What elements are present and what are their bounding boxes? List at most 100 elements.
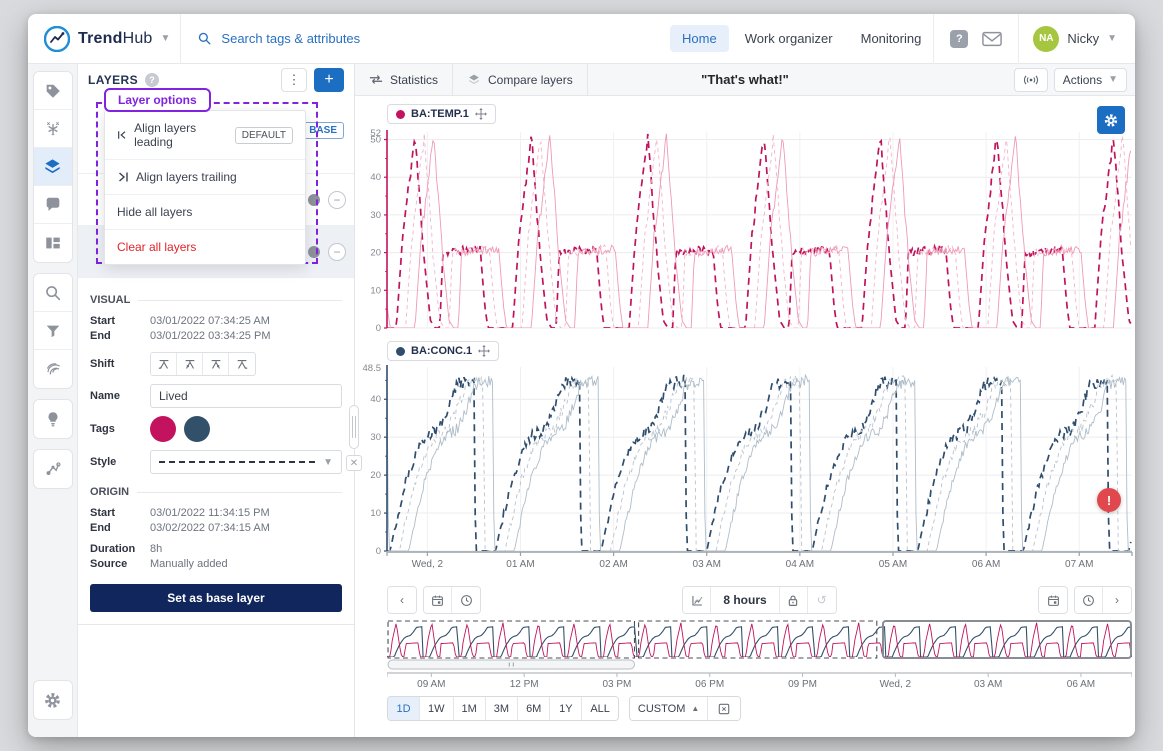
origin-start-value: 03/01/2022 11:34:15 PM	[150, 507, 270, 519]
visual-end-value: 03/01/2022 03:34:25 PM	[150, 330, 271, 342]
svg-text:05 AM: 05 AM	[879, 559, 907, 570]
actions-button[interactable]: Actions ▼	[1053, 67, 1127, 92]
svg-text:03 PM: 03 PM	[602, 679, 631, 688]
live-mode-button[interactable]	[1013, 67, 1048, 92]
range-6m-button[interactable]: 6M	[518, 697, 551, 720]
range-1d-button[interactable]: 1D	[388, 697, 420, 720]
duration-value[interactable]: 8 hours	[711, 587, 780, 613]
layers-icon	[45, 159, 60, 174]
shift-far-left-button[interactable]	[151, 353, 177, 375]
range-1m-button[interactable]: 1M	[453, 697, 486, 720]
svg-text:12 PM: 12 PM	[510, 679, 539, 688]
line-style-select[interactable]: ▼	[150, 450, 342, 474]
svg-text:40: 40	[370, 172, 381, 183]
calendar-icon	[432, 595, 443, 606]
brand-caret-icon[interactable]: ▼	[160, 33, 171, 44]
network-icon	[46, 462, 61, 476]
nav-home[interactable]: Home	[670, 25, 729, 52]
start-time-button[interactable]	[452, 587, 480, 613]
divider	[180, 14, 182, 64]
menu-clear-all-layers[interactable]: Clear all layers	[117, 240, 197, 254]
shift-right-button[interactable]	[203, 353, 229, 375]
layers-menu-button[interactable]: ⋮	[281, 68, 307, 92]
visibility-toggle[interactable]	[308, 245, 320, 258]
rail-search-button[interactable]	[33, 274, 72, 312]
alert-badge[interactable]: !	[1097, 488, 1121, 512]
remove-layer-button[interactable]: −	[328, 190, 346, 209]
duration-chart-button[interactable]	[683, 587, 712, 613]
custom-range-picker-button[interactable]	[708, 697, 741, 720]
menu-align-leading[interactable]: Align layers leading DEFAULT	[105, 111, 305, 160]
end-time-button[interactable]	[1075, 587, 1103, 613]
start-date-button[interactable]	[424, 587, 452, 613]
rail-comments-button[interactable]	[33, 186, 72, 224]
set-as-base-layer-button[interactable]: Set as base layer	[90, 584, 342, 612]
help-icon[interactable]: ?	[950, 29, 969, 48]
svg-text:48.5: 48.5	[363, 363, 382, 374]
gear-icon	[1104, 113, 1118, 127]
brand[interactable]: TrendHub ▼	[28, 25, 180, 52]
conc-chart[interactable]: 0 10 20 30 40 48.5 Wed, 2 01 AM 02 AM 03 AM 04 AM 0…	[355, 363, 1133, 575]
shift-far-right-button[interactable]	[229, 353, 255, 375]
panel-resize-handle[interactable]	[349, 405, 359, 449]
layers-help-icon[interactable]: ?	[144, 73, 159, 87]
style-row: Style ▼	[90, 450, 342, 474]
main-nav: Home Work organizer Monitoring	[670, 25, 933, 52]
visibility-toggle[interactable]	[308, 193, 320, 206]
panel-close-button[interactable]: ✕	[346, 455, 362, 471]
tag-color-crimson[interactable]	[150, 416, 176, 442]
rail-ideas-button[interactable]	[33, 400, 72, 438]
pan-right-button[interactable]: ›	[1103, 587, 1131, 613]
origin-end-value: 03/02/2022 07:34:15 AM	[150, 522, 270, 534]
mail-icon[interactable]	[982, 31, 1003, 47]
rail-settings-button[interactable]	[33, 681, 72, 719]
rail-fingerprint-button[interactable]	[33, 350, 72, 388]
search-icon	[45, 285, 60, 300]
range-1w-button[interactable]: 1W	[420, 697, 454, 720]
shift-left-button[interactable]	[177, 353, 203, 375]
rail-filter-button[interactable]	[33, 312, 72, 350]
dashed-line-preview	[159, 461, 316, 463]
menu-align-trailing[interactable]: Align layers trailing	[105, 160, 305, 195]
svg-text:09 PM: 09 PM	[788, 679, 817, 688]
range-1y-button[interactable]: 1Y	[550, 697, 583, 720]
rail-tag-button[interactable]	[33, 72, 72, 110]
move-handle-icon[interactable]	[478, 345, 491, 357]
layer-name-input[interactable]	[150, 384, 342, 408]
svg-text:03 AM: 03 AM	[693, 559, 721, 570]
reset-time-button[interactable]: ↺	[807, 587, 836, 613]
trendhub-logo-icon	[44, 25, 70, 52]
rail-layers-button[interactable]	[33, 148, 72, 186]
range-all-button[interactable]: ALL	[582, 697, 618, 720]
chart-settings-button[interactable]	[1097, 106, 1125, 134]
custom-range-button[interactable]: CUSTOM ▲	[629, 697, 709, 720]
overview-minimap[interactable]: 09 AM 12 PM 03 PM 06 PM 09 PM Wed, 2 03 AM 06 A…	[387, 620, 1132, 688]
nav-work-organizer[interactable]: Work organizer	[744, 31, 833, 46]
move-handle-icon[interactable]	[474, 108, 487, 120]
user-menu[interactable]: NA Nicky ▼	[1019, 25, 1135, 52]
remove-layer-button[interactable]: −	[328, 242, 346, 261]
compare-layers-button[interactable]: Compare layers	[453, 64, 588, 95]
tag-color-navy[interactable]	[184, 416, 210, 442]
svg-text:20: 20	[370, 248, 381, 259]
icon-rail	[28, 64, 78, 737]
global-search[interactable]: Search tags & attributes	[181, 31, 670, 46]
topbar-icons: ?	[934, 29, 1018, 48]
rail-dashboard-button[interactable]	[33, 224, 72, 262]
legend-ba-conc[interactable]: BA:CONC.1	[387, 341, 500, 361]
live-signal-icon	[1023, 75, 1038, 84]
pan-left-button[interactable]: ‹	[388, 587, 416, 613]
rail-network-button[interactable]	[33, 450, 72, 488]
rail-magic-button[interactable]	[33, 110, 72, 148]
end-date-button[interactable]	[1039, 587, 1067, 613]
statistics-button[interactable]: Statistics	[355, 64, 454, 95]
lock-duration-button[interactable]	[779, 587, 808, 613]
add-layer-button[interactable]: +	[314, 68, 344, 92]
legend-ba-temp[interactable]: BA:TEMP.1	[387, 104, 496, 124]
align-leading-icon	[118, 131, 126, 139]
lightbulb-icon	[48, 412, 58, 427]
nav-monitoring[interactable]: Monitoring	[860, 31, 922, 46]
range-3m-button[interactable]: 3M	[485, 697, 519, 720]
menu-hide-all-layers[interactable]: Hide all layers	[105, 195, 305, 230]
